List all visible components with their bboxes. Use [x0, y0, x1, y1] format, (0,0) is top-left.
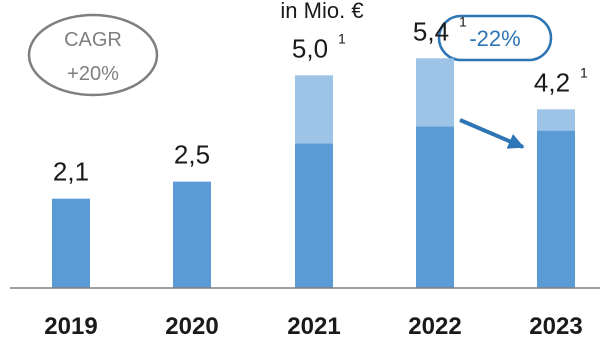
bar-base-2021: [295, 143, 333, 288]
change-badge: -22%: [437, 14, 553, 62]
cagr-value: +20%: [67, 63, 119, 85]
value-labels: 2,1 2,5 5,0 1 5,4 1 4,2 1: [53, 13, 588, 186]
bar-top-2023: [537, 109, 575, 131]
footnote-marker-2023: 1: [580, 64, 588, 80]
value-label-2020: 2,5: [174, 140, 210, 170]
value-label-2022: 5,4: [413, 16, 449, 46]
category-label-2020: 2020: [165, 313, 218, 340]
footnote-marker-2021: 1: [338, 30, 346, 46]
value-label-2021: 5,0: [292, 33, 328, 63]
value-label-2023: 4,2: [534, 67, 570, 97]
bar-base-2023: [537, 130, 575, 288]
category-label-2019: 2019: [44, 313, 97, 340]
category-label-2022: 2022: [408, 313, 461, 340]
value-label-2019: 2,1: [53, 157, 89, 187]
category-label-2021: 2021: [287, 313, 340, 340]
change-value: -22%: [469, 26, 520, 51]
category-label-2023: 2023: [529, 313, 582, 340]
cagr-ellipse: [27, 13, 159, 97]
category-labels: 2019 2020 2021 2022 2023: [44, 313, 582, 340]
bars: [52, 58, 575, 288]
bar-base-2022: [416, 126, 454, 288]
cagr-badge: CAGR +20%: [27, 13, 159, 97]
bar-top-2021: [295, 75, 333, 144]
change-arrow: [459, 118, 525, 149]
change-pill: [437, 14, 553, 62]
footnote-marker-2022: 1: [459, 13, 467, 29]
bar-base-2019: [52, 198, 90, 288]
bar-base-2020: [173, 181, 211, 288]
bar-top-2022: [416, 58, 454, 127]
chart-title: in Mio. €: [280, 0, 363, 23]
cagr-label: CAGR: [64, 29, 122, 51]
